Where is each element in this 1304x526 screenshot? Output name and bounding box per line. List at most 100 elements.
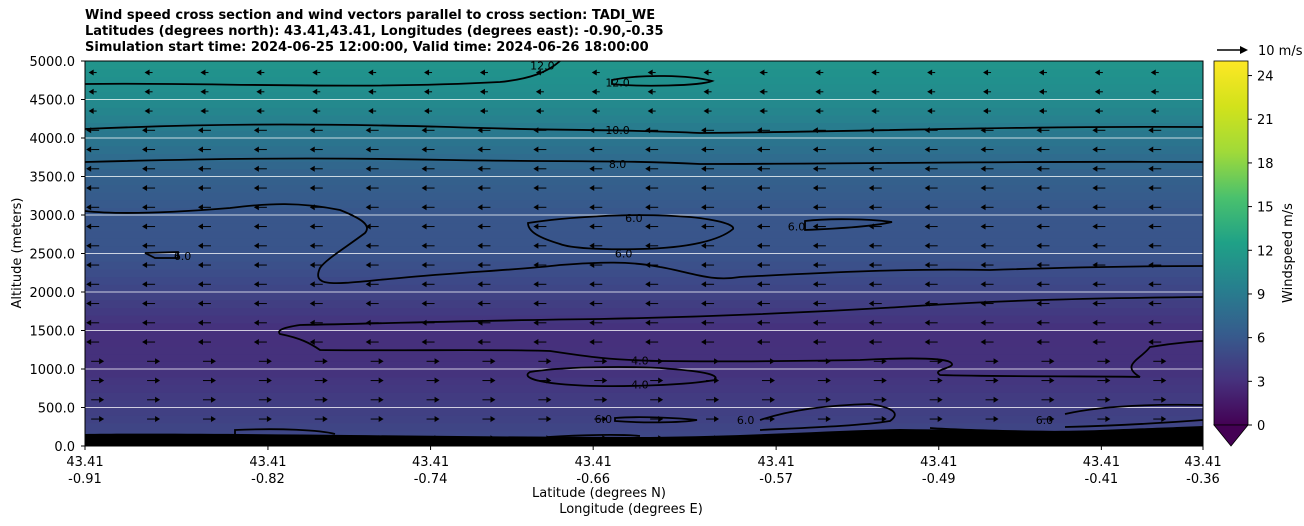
wind-vector	[817, 358, 831, 365]
wind-vector	[202, 377, 216, 384]
wind-vector	[647, 108, 656, 115]
wind-vector	[147, 377, 161, 384]
wind-vector	[817, 416, 831, 423]
wind-vector	[589, 127, 603, 134]
wind-vector	[144, 69, 153, 76]
wind-vector	[477, 204, 491, 211]
wind-vector	[86, 223, 100, 230]
wind-vector	[197, 223, 211, 230]
wind-vector	[197, 146, 211, 153]
x-tick-label-lon: -0.91	[68, 472, 102, 487]
wind-vector	[985, 377, 999, 384]
x-tick-label-lat: 43.41	[575, 455, 612, 470]
colorbar-tick-label: 18	[1257, 157, 1274, 172]
wind-vector	[368, 108, 377, 115]
wind-vector	[1097, 396, 1111, 403]
contour-6-left	[85, 203, 1203, 285]
wind-vector	[1148, 319, 1162, 326]
colorbar-tick-label: 9	[1257, 288, 1265, 303]
wind-vector	[1092, 127, 1106, 134]
wind-vector	[86, 165, 100, 172]
wind-vector	[1092, 339, 1106, 346]
wind-vector	[253, 127, 267, 134]
wind-vector	[868, 281, 882, 288]
wind-vector	[477, 146, 491, 153]
wind-vector	[365, 262, 379, 269]
wind-vector	[314, 377, 328, 384]
wind-vector	[703, 88, 712, 95]
wind-vector	[929, 377, 943, 384]
wind-vector	[202, 396, 216, 403]
wind-vector	[197, 262, 211, 269]
wind-vector	[88, 69, 97, 76]
wind-vector	[421, 242, 435, 249]
field-band	[85, 168, 1203, 178]
wind-reference-label: 10 m/s	[1258, 44, 1303, 59]
y-tick-label: 2500.0	[30, 248, 76, 263]
wind-vector	[1148, 223, 1162, 230]
wind-vector	[421, 165, 435, 172]
wind-vector	[589, 300, 603, 307]
wind-vector	[871, 69, 880, 76]
wind-vector	[645, 185, 659, 192]
wind-vector	[258, 396, 272, 403]
wind-vector	[594, 358, 608, 365]
colorbar-tick-label: 6	[1257, 332, 1265, 347]
x-tick-label-lat: 43.41	[412, 455, 449, 470]
wind-vector	[812, 185, 826, 192]
field-band	[85, 230, 1203, 239]
wind-vector	[309, 319, 323, 326]
wind-vector	[1094, 108, 1103, 115]
y-tick-label: 4500.0	[30, 94, 76, 109]
wind-vector	[1097, 358, 1111, 365]
wind-vector	[1092, 204, 1106, 211]
wind-vector	[142, 165, 156, 172]
wind-vector	[1092, 319, 1106, 326]
wind-vector	[309, 242, 323, 249]
contour-6-right	[804, 218, 893, 231]
wind-vector	[258, 358, 272, 365]
wind-vector	[197, 339, 211, 346]
wind-vector	[1092, 262, 1106, 269]
wind-vector	[314, 416, 328, 423]
wind-vector	[91, 358, 105, 365]
wind-vector	[142, 339, 156, 346]
wind-vector	[424, 69, 433, 76]
title-line-1: Wind speed cross section and wind vector…	[85, 8, 656, 23]
field-band	[85, 369, 1203, 378]
wind-vector	[812, 242, 826, 249]
wind-vector	[142, 127, 156, 134]
wind-vector	[477, 339, 491, 346]
wind-vector	[1148, 300, 1162, 307]
contour-label: 12.0	[605, 77, 630, 90]
wind-vector	[1036, 185, 1050, 192]
x-tick-label-lon: -0.82	[251, 472, 285, 487]
wind-reference-arrowhead	[1240, 46, 1248, 54]
wind-vector	[86, 146, 100, 153]
wind-vector	[314, 396, 328, 403]
wind-vector	[812, 146, 826, 153]
wind-vector	[312, 88, 321, 95]
field-band	[85, 338, 1203, 347]
wind-vector	[365, 339, 379, 346]
wind-vector	[1148, 185, 1162, 192]
wind-vector	[91, 416, 105, 423]
wind-vector	[1150, 88, 1159, 95]
wind-vector	[645, 242, 659, 249]
x-tick-label-lon: -0.57	[759, 472, 793, 487]
wind-vector	[924, 300, 938, 307]
wind-vector	[253, 146, 267, 153]
y-tick-label: 500.0	[38, 402, 75, 417]
field-band	[85, 107, 1203, 116]
field-band	[85, 207, 1203, 216]
wind-vector	[365, 223, 379, 230]
wind-vector	[701, 185, 715, 192]
wind-vector	[650, 358, 664, 365]
contour-6-mid	[527, 214, 734, 251]
wind-vector	[1148, 165, 1162, 172]
wind-vector	[1041, 358, 1055, 365]
wind-vector	[924, 127, 938, 134]
wind-vector	[985, 358, 999, 365]
terrain-mask	[85, 426, 1203, 446]
